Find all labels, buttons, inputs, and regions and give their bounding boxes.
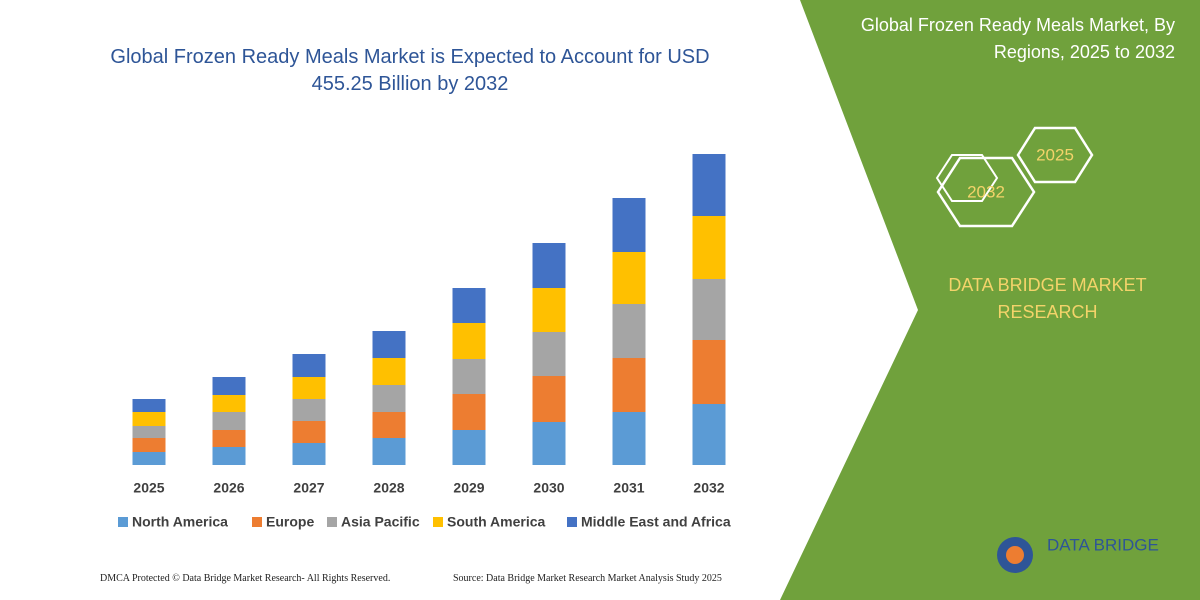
legend-swatch [118,517,128,527]
brand: DATA BRIDGE MARKET RESEARCH [948,275,1147,322]
hexagon-label: 2025 [1036,145,1074,164]
x-tick-label: 2029 [453,480,484,496]
bar-segment [132,412,166,426]
bar-segment [212,447,246,465]
bar-segment [212,430,246,447]
x-tick-label: 2032 [693,480,724,496]
footer-left: DMCA Protected © Data Bridge Market Rese… [100,573,391,584]
bar-segment [292,421,326,443]
legend-label: Asia Pacific [341,514,420,530]
bar-segment [292,399,326,421]
legend-label: Europe [266,514,314,530]
x-tick-label: 2030 [533,480,564,496]
hexagon [1016,126,1094,184]
bar-segment [132,399,166,412]
bar-segment [452,430,486,465]
bar-segment [612,304,646,358]
legend-label: North America [132,514,228,530]
chart-title: Global Frozen Ready Meals Market is Expe… [110,46,710,95]
panel-title: Global Frozen Ready Meals Market, By Reg… [860,15,1175,62]
bar-segment [132,438,166,452]
bar-segment [532,422,566,465]
bar-segment [692,279,726,340]
bar-segment [532,288,566,332]
bar-segment [372,385,406,412]
bar-segment [692,154,726,216]
bar-segment [212,412,246,430]
bar-segment [452,394,486,430]
bar-segment [612,252,646,304]
bar-segment [612,198,646,252]
x-tick-label: 2028 [373,480,404,496]
bar-segment [692,404,726,465]
bar-segment [132,426,166,438]
hexagon [935,154,999,202]
bar-segment [532,243,566,288]
bar-segment [132,452,166,465]
legend-label: Middle East and Africa [581,514,731,530]
side-panel [780,0,1200,600]
bar-segment [692,216,726,279]
legend-swatch [567,517,577,527]
bar-segment [212,377,246,395]
bar-segment [452,323,486,359]
x-tick-label: 2025 [133,480,164,496]
x-tick-label: 2026 [213,480,244,496]
bar-segment [532,332,566,376]
bar-segment [692,340,726,404]
bar-segment [372,412,406,438]
legend-swatch [252,517,262,527]
footer-right: Source: Data Bridge Market Research Mark… [453,573,722,584]
bar-segment [532,376,566,422]
bar-segment [452,359,486,394]
x-tick-label: 2031 [613,480,644,496]
bar-segment [372,438,406,465]
x-tick-label: 2027 [293,480,324,496]
bar-segment [372,331,406,358]
logo-icon [1006,546,1024,564]
bar-segment [212,395,246,412]
legend-swatch [433,517,443,527]
logo-text: DATA BRIDGE [1047,535,1159,554]
bar-segment [452,288,486,323]
bar-segment [372,358,406,385]
bar-segment [612,412,646,465]
bar-segment [292,377,326,399]
hexagon [936,156,1036,228]
bar-segment [292,354,326,377]
legend-label: South America [447,514,545,530]
legend-swatch [327,517,337,527]
hexagon-label: 2032 [967,182,1005,201]
bar-segment [612,358,646,412]
bar-segment [292,443,326,465]
